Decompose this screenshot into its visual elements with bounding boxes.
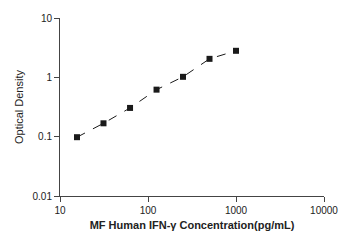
svg-text:Optical Density: Optical Density <box>13 70 25 144</box>
svg-text:100: 100 <box>140 205 157 216</box>
svg-text:1000: 1000 <box>225 205 248 216</box>
svg-text:0.01: 0.01 <box>33 191 53 202</box>
svg-text:10: 10 <box>41 13 53 24</box>
svg-text:1: 1 <box>46 72 52 83</box>
svg-text:MF Human IFN-γ Concentration(p: MF Human IFN-γ Concentration(pg/mL) <box>90 219 295 231</box>
svg-text:10000: 10000 <box>310 205 338 216</box>
svg-text:10: 10 <box>54 205 66 216</box>
svg-text:0.1: 0.1 <box>38 131 52 142</box>
